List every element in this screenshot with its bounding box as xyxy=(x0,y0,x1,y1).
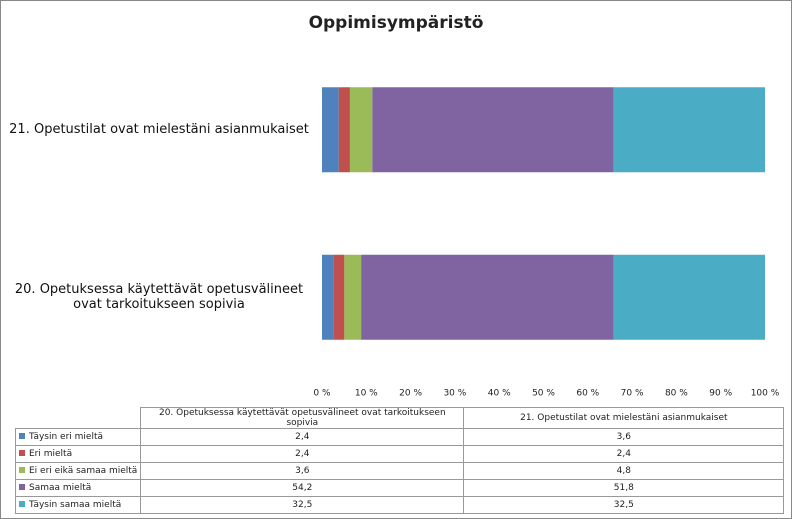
x-tick-label: 40 % xyxy=(488,389,511,399)
legend-label: Ei eri eikä samaa mieltä xyxy=(29,466,138,476)
table-value: 32,5 xyxy=(463,496,785,514)
table-value: 54,2 xyxy=(140,479,465,497)
table-value: 2,4 xyxy=(140,445,465,463)
bar-segment xyxy=(344,254,362,340)
bar-segment xyxy=(349,87,373,173)
x-tick-label: 10 % xyxy=(355,389,378,399)
x-tick-label: 100 % xyxy=(751,389,780,399)
x-tick-label: 60 % xyxy=(576,389,599,399)
legend-key xyxy=(19,450,25,456)
x-tick-label: 70 % xyxy=(621,389,644,399)
table-value: 4,8 xyxy=(463,462,785,480)
table-row: Eri mieltä 2,4 2,4 xyxy=(14,445,785,463)
legend-label: Eri mieltä xyxy=(29,449,73,459)
bar-segment xyxy=(333,254,345,340)
bar-segment xyxy=(338,87,350,173)
bar-segment xyxy=(361,254,614,340)
legend-cell: Täysin eri mieltä xyxy=(14,428,142,446)
table-row: Täysin eri mieltä 2,4 3,6 xyxy=(14,428,785,446)
legend-cell: Ei eri eikä samaa mieltä xyxy=(14,462,142,480)
table-value: 3,6 xyxy=(140,462,465,480)
legend-key xyxy=(19,433,25,439)
table-value: 2,4 xyxy=(463,445,785,463)
legend-cell: Samaa mieltä xyxy=(14,479,142,497)
bar-segment xyxy=(372,87,614,173)
table-value: 3,6 xyxy=(463,428,785,446)
legend-key xyxy=(19,467,25,473)
legend-key xyxy=(19,501,25,507)
table-row: Samaa mieltä 54,2 51,8 xyxy=(14,479,785,497)
x-tick-label: 50 % xyxy=(532,389,555,399)
blank-cell xyxy=(15,407,142,429)
table-row: Täysin samaa mieltä 32,5 32,5 xyxy=(14,496,785,514)
x-tick-label: 80 % xyxy=(665,389,688,399)
legend-label: Täysin eri mieltä xyxy=(29,432,103,442)
bar-segment xyxy=(322,87,339,173)
legend-cell: Eri mieltä xyxy=(14,445,142,463)
table-header: 20. Opetuksessa käytettävät opetusväline… xyxy=(15,407,785,429)
column-header: 20. Opetuksessa käytettävät opetusväline… xyxy=(140,407,465,429)
legend-label: Samaa mieltä xyxy=(29,483,92,493)
table-value: 32,5 xyxy=(140,496,465,514)
x-tick-label: 90 % xyxy=(709,389,732,399)
legend-key xyxy=(19,484,25,490)
x-tick-label: 0 % xyxy=(313,389,331,399)
x-tick-label: 30 % xyxy=(443,389,466,399)
legend-cell: Täysin samaa mieltä xyxy=(14,496,142,514)
data-table: 20. Opetuksessa käytettävät opetusväline… xyxy=(14,407,785,514)
bar-segment xyxy=(613,87,765,173)
column-header: 21. Opetustilat ovat mielestäni asianmuk… xyxy=(463,407,785,429)
table-value: 51,8 xyxy=(463,479,785,497)
table-value: 2,4 xyxy=(140,428,465,446)
x-tick-label: 20 % xyxy=(399,389,422,399)
legend-label: Täysin samaa mieltä xyxy=(29,500,122,510)
category-label: 21. Opetustilat ovat mielestäni asianmuk… xyxy=(9,122,309,138)
category-label: 20. Opetuksessa käytettävät opetusväline… xyxy=(14,282,304,313)
bar-segment xyxy=(322,254,334,340)
table-row: Ei eri eikä samaa mieltä 3,6 4,8 xyxy=(14,462,785,480)
chart-title: Oppimisympäristö xyxy=(309,13,484,33)
bar-segment xyxy=(613,254,765,340)
